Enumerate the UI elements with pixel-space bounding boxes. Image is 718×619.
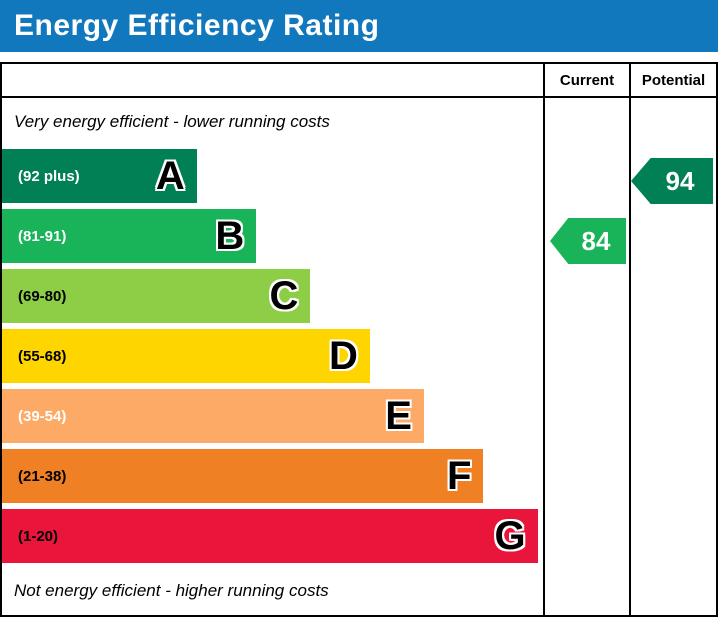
potential-rating-arrow: 94 <box>631 158 713 204</box>
band-a-letter: A <box>155 154 185 198</box>
band-b: (81-91) B <box>2 209 257 263</box>
potential-column: Potential 94 <box>629 64 716 615</box>
band-d-range: (55-68) <box>18 347 67 365</box>
band-e-letter: E <box>385 394 412 438</box>
potential-header: Potential <box>631 64 716 98</box>
current-column: Current 84 <box>543 64 629 615</box>
band-a: (92 plus) A <box>2 149 197 203</box>
band-d-letter: D <box>328 334 358 378</box>
title-bar: Energy Efficiency Rating <box>0 0 718 52</box>
current-body: 84 <box>545 98 629 615</box>
band-d: (55-68) D <box>2 329 370 383</box>
band-e: (39-54) E <box>2 389 424 443</box>
band-b-letter: B <box>215 214 245 258</box>
band-a-range: (92 plus) <box>18 167 80 185</box>
current-rating-arrow: 84 <box>550 218 626 264</box>
band-f-range: (21-38) <box>18 467 67 485</box>
band-g-letter: G <box>494 514 526 558</box>
current-header: Current <box>545 64 629 98</box>
potential-body: 94 <box>631 98 716 615</box>
band-c: (69-80) C <box>2 269 311 323</box>
band-row-f: (21-38) F <box>2 446 543 506</box>
current-rating-value: 84 <box>581 225 611 256</box>
band-row-d: (55-68) D <box>2 326 543 386</box>
chart-grid: Very energy efficient - lower running co… <box>2 64 716 615</box>
potential-rating-value: 94 <box>665 165 695 196</box>
band-f: (21-38) F <box>2 449 484 503</box>
band-b-range: (81-91) <box>18 227 67 245</box>
page-title: Energy Efficiency Rating <box>14 9 380 42</box>
bands-column: Very energy efficient - lower running co… <box>2 64 543 615</box>
band-c-letter: C <box>269 274 299 318</box>
band-g-range: (1-20) <box>18 527 59 545</box>
band-row-a: (92 plus) A <box>2 146 543 206</box>
band-f-letter: F <box>447 454 472 498</box>
band-c-range: (69-80) <box>18 287 67 305</box>
caption-bottom: Not energy efficient - higher running co… <box>14 581 329 600</box>
band-row-g: (1-20) G <box>2 506 543 566</box>
band-row-c: (69-80) C <box>2 266 543 326</box>
caption-top: Very energy efficient - lower running co… <box>14 112 330 131</box>
band-row-e: (39-54) E <box>2 386 543 446</box>
band-g: (1-20) G <box>2 509 538 563</box>
bands-header-empty <box>2 64 543 98</box>
band-row-b: (81-91) B <box>2 206 543 266</box>
band-e-range: (39-54) <box>18 407 67 425</box>
bands-body: Very energy efficient - lower running co… <box>2 98 543 615</box>
energy-rating-chart: Very energy efficient - lower running co… <box>0 62 718 617</box>
